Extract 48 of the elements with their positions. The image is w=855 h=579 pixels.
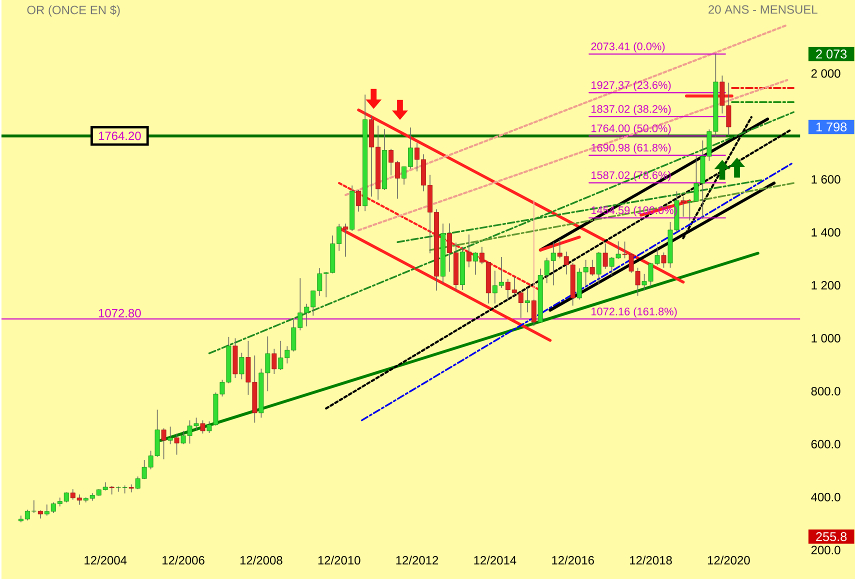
text: 1 798 [816,122,847,132]
annotation: 2073.41 (0.0%) [591,42,665,52]
y-tick-label: 200.0 [811,546,840,554]
candlestick [466,234,472,268]
candlestick [272,348,277,374]
y-tick-label: 1 600 [812,175,840,184]
y-tick-label: 400.0 [811,492,840,502]
x-tick-label: 12/2012 [396,556,438,565]
ref-line-label: 1072.80 [98,308,141,318]
chart-subtitle: 20 ANS - MENSUEL [708,5,818,14]
candlestick [590,259,595,276]
annotation: 1690.98 (61.8%) [592,144,671,154]
candlestick [174,433,180,456]
y-tick-label: 600.0 [811,440,840,448]
x-tick-label: 12/2018 [630,556,672,565]
x-tick-label: 12/2014 [474,556,516,565]
annotation: 1927.37 (23.6%) [592,80,671,92]
x-tick-label: 12/2006 [162,556,204,565]
candlestick [356,190,362,212]
x-tick-label: 12/2008 [240,556,282,565]
text: 2 073 [816,50,847,59]
ref-line-label: 1764.20 [98,132,141,140]
x-tick-label: 12/2004 [84,556,127,565]
candlestick [680,196,686,218]
candlestick [602,243,608,270]
candlestick [661,252,666,268]
y-tick-label: 1 200 [812,281,840,290]
y-tick-label: 800.0 [811,386,840,396]
candlestick [200,420,206,434]
candlestick [168,426,173,445]
candlestick [239,352,244,380]
x-tick-label: 12/2020 [708,556,750,565]
y-tick-label: 2 000 [811,69,840,78]
x-tick-label: 12/2010 [318,556,360,565]
candlestick [161,428,166,460]
y-tick-label: 1 000 [812,334,840,342]
annotation: 1837.02 (38.2%) [592,104,671,116]
annotation: 1072.16 (161.8%) [592,307,677,318]
candlestick [531,299,536,326]
chart-title: OR (ONCE EN $) [27,5,120,17]
candlestick [596,252,602,285]
candlestick [472,252,478,276]
annotation: 1764.00 (50.0%) [592,124,671,134]
x-tick-label: 12/2016 [552,556,594,565]
text: 255.8 [816,532,847,542]
candlestick [343,223,348,258]
y-tick-label: 1 400 [812,228,840,237]
candlestick [524,287,530,313]
